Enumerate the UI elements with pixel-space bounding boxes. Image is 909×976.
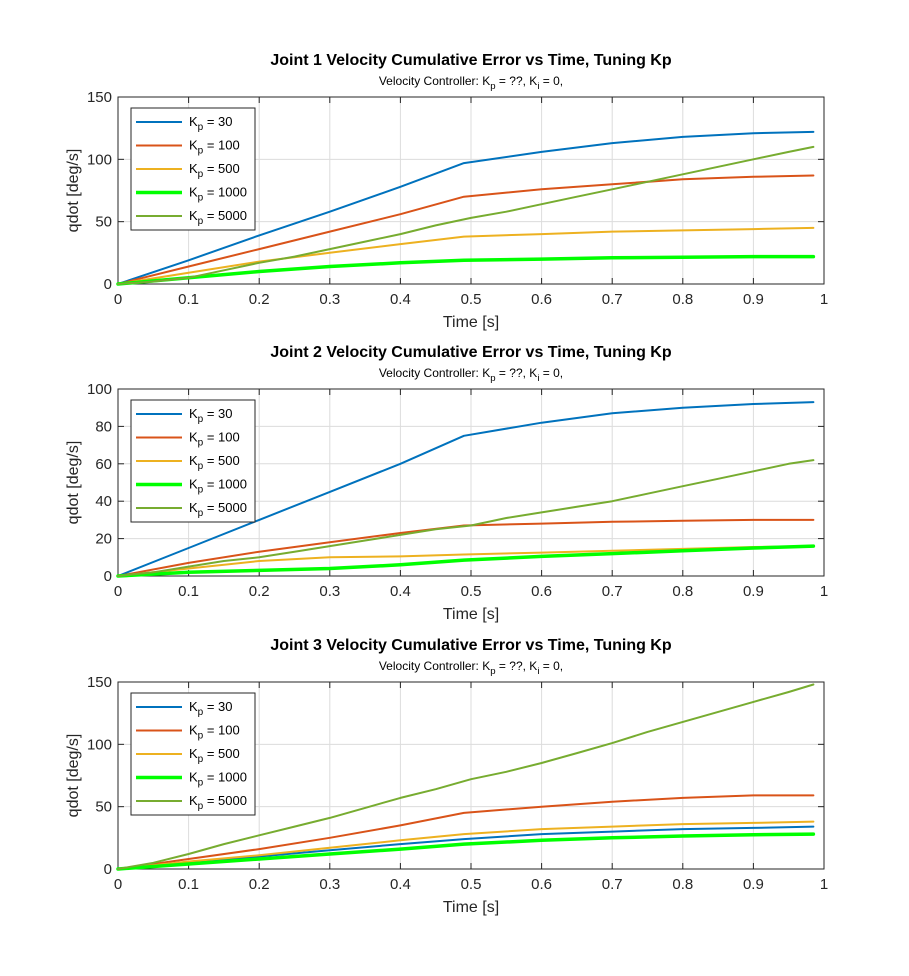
legend-label: Kp = 500 (189, 746, 240, 765)
y-tick-label: 20 (95, 531, 112, 548)
legend-label: Kp = 100 (189, 138, 240, 157)
legend-label: Kp = 500 (189, 161, 240, 180)
y-tick-label: 40 (95, 493, 112, 510)
x-tick-label: 0.4 (390, 291, 411, 308)
chart-title: Joint 1 Velocity Cumulative Error vs Tim… (270, 52, 672, 69)
y-tick-label: 0 (104, 276, 112, 293)
y-tick-label: 150 (87, 674, 112, 691)
x-tick-label: 0.2 (249, 583, 270, 600)
chart-panel-2: 0 0.1 0.2 0.3 0.4 0.5 0.6 0.7 0.8 0.9 1 0 20 40 60 80 10… (65, 344, 828, 623)
series-line-kp500 (117, 820, 815, 870)
x-tick-label: 0.2 (249, 291, 270, 308)
series-line-kp1000 (116, 832, 816, 871)
chart-subtitle: Velocity Controller: Kp​ = ??, Ki​ = 0, (379, 659, 563, 677)
chart-panel-3: 0 0.1 0.2 0.3 0.4 0.5 0.6 0.7 0.8 0.9 1 0 50 100 150 Ti… (65, 637, 828, 916)
y-tick-label: 100 (87, 151, 112, 168)
y-axis-label: qdot [deg/s] (65, 149, 82, 233)
x-tick-label: 0 (114, 876, 122, 893)
x-tick-label: 0.6 (531, 583, 552, 600)
x-tick-label: 0.5 (461, 291, 482, 308)
chart-subtitle: Velocity Controller: Kp​ = ??, Ki​ = 0, (379, 74, 563, 92)
x-tick-label: 0.3 (319, 291, 340, 308)
x-tick-label: 0.5 (461, 583, 482, 600)
y-axis-label: qdot [deg/s] (65, 734, 82, 818)
series-line-kp1000 (116, 544, 816, 578)
x-tick-label: 0.9 (743, 876, 764, 893)
x-tick-label: 0.1 (178, 291, 199, 308)
y-tick-label: 50 (95, 214, 112, 231)
x-tick-label: 1 (820, 291, 828, 308)
series-line-kp30 (117, 401, 815, 577)
x-tick-label: 0.3 (319, 583, 340, 600)
x-tick-label: 1 (820, 583, 828, 600)
series-line-kp30 (117, 825, 815, 870)
legend-label: Kp = 5000 (189, 500, 247, 519)
x-axis-label: Time [s] (443, 899, 499, 916)
legend-label: Kp = 1000 (189, 770, 247, 789)
y-tick-label: 80 (95, 418, 112, 435)
series-line-kp100 (117, 794, 815, 870)
x-tick-label: 0.6 (531, 291, 552, 308)
y-axis-label: qdot [deg/s] (65, 441, 82, 525)
chart-title: Joint 2 Velocity Cumulative Error vs Tim… (270, 344, 672, 361)
x-tick-label: 0.8 (672, 291, 693, 308)
x-tick-label: 0.8 (672, 583, 693, 600)
y-tick-label: 60 (95, 456, 112, 473)
x-tick-label: 0.2 (249, 876, 270, 893)
x-tick-label: 0.4 (390, 876, 411, 893)
x-tick-label: 0.1 (178, 876, 199, 893)
legend-label: Kp = 5000 (189, 208, 247, 227)
legend-label: Kp = 100 (189, 430, 240, 449)
y-tick-label: 100 (87, 736, 112, 753)
legend-label: Kp = 5000 (189, 793, 247, 812)
x-tick-label: 0.7 (602, 583, 623, 600)
x-tick-label: 0.6 (531, 876, 552, 893)
y-tick-label: 100 (87, 381, 112, 398)
legend-label: Kp = 1000 (189, 477, 247, 496)
legend-label: Kp = 1000 (189, 185, 247, 204)
legend-label: Kp = 30 (189, 699, 233, 718)
x-tick-label: 0.9 (743, 291, 764, 308)
legend-label: Kp = 500 (189, 453, 240, 472)
y-tick-label: 50 (95, 799, 112, 816)
legend-label: Kp = 30 (189, 406, 233, 425)
series-line-kp1000 (116, 254, 816, 286)
x-tick-label: 0.7 (602, 291, 623, 308)
series-line-kp30 (117, 130, 815, 285)
chart-panel-1: 0 0.1 0.2 0.3 0.4 0.5 0.6 0.7 0.8 0.9 1 0 50 100 150 Ti… (65, 52, 828, 331)
x-tick-label: 0 (114, 583, 122, 600)
legend-label: Kp = 30 (189, 114, 233, 133)
y-tick-label: 150 (87, 89, 112, 106)
chart-title: Joint 3 Velocity Cumulative Error vs Tim… (270, 637, 672, 654)
x-axis-label: Time [s] (443, 314, 499, 331)
x-tick-label: 0.7 (602, 876, 623, 893)
x-tick-label: 0.4 (390, 583, 411, 600)
x-tick-label: 1 (820, 876, 828, 893)
series-line-kp5000 (117, 459, 815, 577)
y-tick-label: 0 (104, 568, 112, 585)
x-axis-label: Time [s] (443, 606, 499, 623)
series-line-kp500 (117, 226, 815, 285)
series-line-kp5000 (117, 683, 815, 870)
chart-subtitle: Velocity Controller: Kp​ = ??, Ki​ = 0, (379, 366, 563, 384)
x-tick-label: 0.3 (319, 876, 340, 893)
y-tick-label: 0 (104, 861, 112, 878)
x-tick-label: 0.8 (672, 876, 693, 893)
x-tick-label: 0 (114, 291, 122, 308)
series-line-kp100 (117, 174, 815, 285)
x-tick-label: 0.1 (178, 583, 199, 600)
legend-label: Kp = 100 (189, 723, 240, 742)
x-tick-label: 0.9 (743, 583, 764, 600)
x-tick-label: 0.5 (461, 876, 482, 893)
series-line-kp5000 (117, 145, 815, 285)
